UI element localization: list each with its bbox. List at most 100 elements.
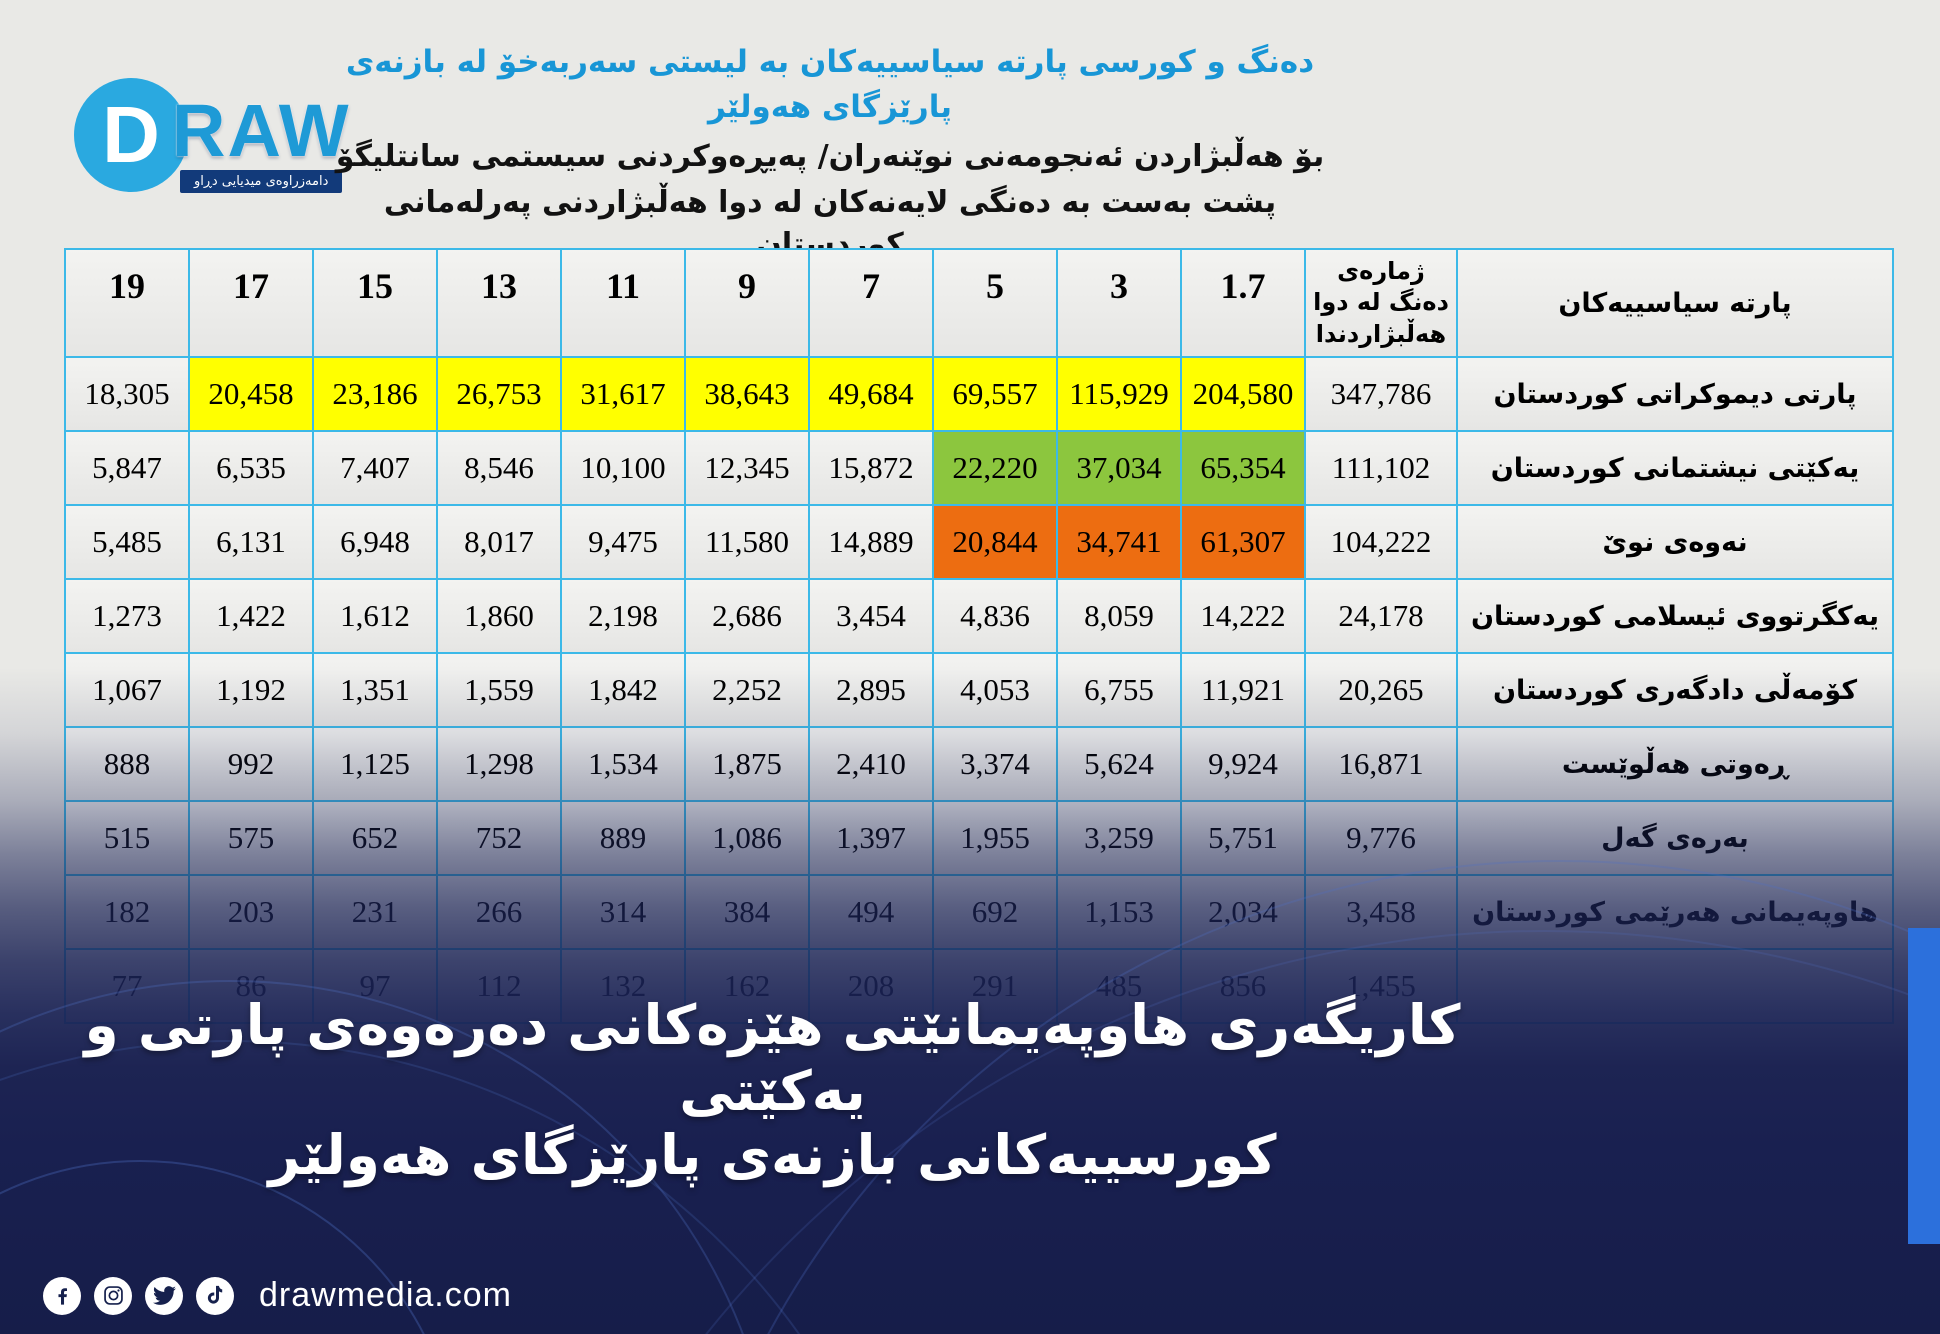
vote-quotient-cell: 1,397 (808, 800, 934, 876)
vote-quotient-cell: 10,100 (560, 430, 686, 506)
title-line-1: دەنگ و کورسی پارته سیاسییەکان به لیستی س… (345, 44, 1315, 125)
vote-quotient-cell: 1,875 (684, 726, 810, 802)
vote-quotient-cell: 7,407 (312, 430, 438, 506)
table-header-row: 19 17 15 13 11 9 7 5 3 1.7 ژمارەی دەنگ له دوا هەڵبژا… (64, 248, 1894, 358)
vote-quotient-cell: 1,351 (312, 652, 438, 728)
vote-quotient-cell: 5,485 (64, 504, 190, 580)
divisor-column-header: 1.7 (1180, 248, 1306, 358)
vote-quotient-cell: 23,186 (312, 356, 438, 432)
vote-quotient-cell: 515 (64, 800, 190, 876)
vote-quotient-cell: 1,559 (436, 652, 562, 728)
overlay-heading-line-2: کورسییەکانی بازنەی پارێزگای هەولێر (268, 1123, 1277, 1187)
instagram-icon[interactable] (94, 1276, 132, 1315)
table-body: 18,305 20,458 23,186 26,753 31,617 38,643 49,6… (64, 356, 1894, 1024)
divisor-column-header: 11 (560, 248, 686, 358)
title-line-2: بۆ هەڵبژاردن ئەنجومەنی نوێنەران/ پەیڕەوک… (335, 138, 1325, 174)
divisor-column-header: 3 (1056, 248, 1182, 358)
divisor-column-header: 7 (808, 248, 934, 358)
vote-quotient-cell: 2,895 (808, 652, 934, 728)
total-votes-cell: 3,458 (1304, 874, 1458, 950)
total-votes-cell: 24,178 (1304, 578, 1458, 654)
vote-quotient-cell: 4,053 (932, 652, 1058, 728)
total-votes-cell: 16,871 (1304, 726, 1458, 802)
vote-quotient-cell: 8,059 (1056, 578, 1182, 654)
total-votes-cell: 104,222 (1304, 504, 1458, 580)
vote-quotient-cell: 14,222 (1180, 578, 1306, 654)
vote-quotient-cell: 26,753 (436, 356, 562, 432)
vote-quotient-cell: 1,298 (436, 726, 562, 802)
vote-quotient-cell: 14,889 (808, 504, 934, 580)
vote-quotient-cell: 204,580 (1180, 356, 1306, 432)
vote-quotient-cell: 888 (64, 726, 190, 802)
party-row: 5,485 6,131 6,948 8,017 9,475 11,580 14,889 20,… (64, 504, 1894, 580)
vote-quotient-cell: 1,860 (436, 578, 562, 654)
vote-quotient-cell: 2,252 (684, 652, 810, 728)
vote-quotient-cell: 992 (188, 726, 314, 802)
vote-quotient-cell: 49,684 (808, 356, 934, 432)
votes-column-header: ژمارەی دەنگ له دوا هەڵبژاردندا (1304, 248, 1458, 358)
vote-quotient-cell: 5,751 (1180, 800, 1306, 876)
vote-quotient-cell: 15,872 (808, 430, 934, 506)
vote-quotient-cell: 889 (560, 800, 686, 876)
vote-quotient-cell: 3,259 (1056, 800, 1182, 876)
vote-quotient-cell: 9,475 (560, 504, 686, 580)
vote-quotient-cell: 6,948 (312, 504, 438, 580)
vote-quotient-cell: 692 (932, 874, 1058, 950)
tiktok-icon[interactable] (196, 1276, 234, 1315)
vote-quotient-cell: 1,955 (932, 800, 1058, 876)
vote-quotient-cell: 6,131 (188, 504, 314, 580)
vote-quotient-cell: 38,643 (684, 356, 810, 432)
vote-quotient-cell: 1,842 (560, 652, 686, 728)
vote-quotient-cell: 11,921 (1180, 652, 1306, 728)
vote-quotient-cell: 231 (312, 874, 438, 950)
overlay-heading-line-1: کاریگەری هاوپەیمانێتی هێزەکانی دەرەوەی پ… (84, 993, 1461, 1123)
vote-quotient-cell: 2,034 (1180, 874, 1306, 950)
vote-quotient-cell: 494 (808, 874, 934, 950)
vote-quotient-cell: 5,847 (64, 430, 190, 506)
vote-quotient-cell: 115,929 (1056, 356, 1182, 432)
vote-quotient-cell: 8,017 (436, 504, 562, 580)
vote-quotient-cell: 1,273 (64, 578, 190, 654)
vote-quotient-cell: 2,410 (808, 726, 934, 802)
vote-quotient-cell: 61,307 (1180, 504, 1306, 580)
vote-quotient-cell: 37,034 (1056, 430, 1182, 506)
vote-quotient-cell: 31,617 (560, 356, 686, 432)
vote-quotient-cell: 1,534 (560, 726, 686, 802)
vote-quotient-cell: 6,535 (188, 430, 314, 506)
vote-quotient-cell: 4,836 (932, 578, 1058, 654)
vote-quotient-cell: 8,546 (436, 430, 562, 506)
website-url[interactable]: drawmedia.com (259, 1276, 512, 1314)
party-column-header: پارته سیاسییەکان (1456, 248, 1894, 358)
total-votes-cell: 9,776 (1304, 800, 1458, 876)
party-row: 5,847 6,535 7,407 8,546 10,100 12,345 15,872 22… (64, 430, 1894, 506)
party-name-cell: یەکگرتووی ئیسلامی کوردستان (1456, 578, 1894, 654)
draw-logo-d-letter: D (102, 90, 160, 179)
vote-quotient-cell: 5,624 (1056, 726, 1182, 802)
party-row: 1,067 1,192 1,351 1,559 1,842 2,252 2,895 4,053… (64, 652, 1894, 728)
divisor-column-header: 15 (312, 248, 438, 358)
twitter-icon[interactable] (145, 1276, 183, 1315)
vote-quotient-cell: 1,192 (188, 652, 314, 728)
total-votes-cell: 347,786 (1304, 356, 1458, 432)
party-row: 888 992 1,125 1,298 1,534 1,875 2,410 3,374 5,62… (64, 726, 1894, 802)
draw-logo-circle: D (74, 78, 188, 192)
party-row: 182 203 231 266 314 384 494 692 1,153 2,034 3,458 ه… (64, 874, 1894, 950)
vote-quotient-cell: 652 (312, 800, 438, 876)
facebook-icon[interactable] (43, 1276, 81, 1315)
vote-quotient-cell: 2,198 (560, 578, 686, 654)
vote-quotient-cell: 1,086 (684, 800, 810, 876)
vote-quotient-cell: 752 (436, 800, 562, 876)
vote-quotient-cell: 1,067 (64, 652, 190, 728)
title-block: دەنگ و کورسی پارته سیاسییەکان به لیستی س… (330, 40, 1330, 266)
party-name-cell: ڕەوتی هەڵوێست (1456, 726, 1894, 802)
divisor-column-header: 5 (932, 248, 1058, 358)
vote-quotient-cell: 20,458 (188, 356, 314, 432)
vote-quotient-cell: 12,345 (684, 430, 810, 506)
party-name-cell: پارتی دیموکراتی کوردستان (1456, 356, 1894, 432)
vote-quotient-cell: 1,612 (312, 578, 438, 654)
party-name-cell: هاوپەیمانی هەرێمی کوردستان (1456, 874, 1894, 950)
divisor-column-header: 17 (188, 248, 314, 358)
vote-quotient-cell: 266 (436, 874, 562, 950)
draw-logo-tagline: دامەزراوەی میدیایی دڕاو (180, 170, 343, 193)
right-accent-bar (1908, 928, 1940, 1244)
